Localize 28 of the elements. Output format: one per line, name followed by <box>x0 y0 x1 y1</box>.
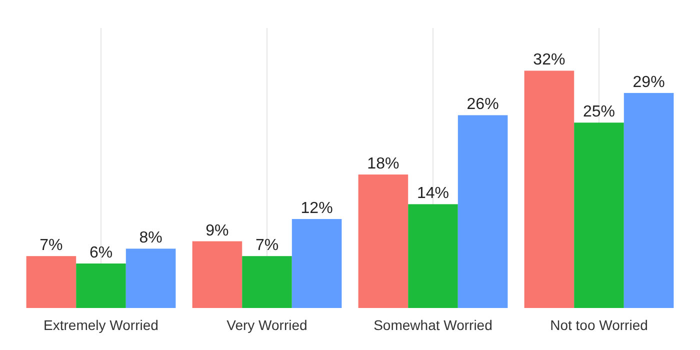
data-label: 25% <box>582 104 616 121</box>
bar <box>292 219 342 308</box>
x-tick-label: Very Worried <box>226 317 308 333</box>
data-label: 7% <box>40 237 63 254</box>
bar <box>192 241 242 308</box>
bar <box>574 122 624 308</box>
bar <box>408 204 458 308</box>
x-tick-label: Extremely Worried <box>44 317 158 333</box>
x-tick-label: Somewhat Worried <box>374 317 492 333</box>
bar <box>26 256 76 308</box>
data-label: 12% <box>300 200 333 218</box>
data-label: 6% <box>89 244 113 262</box>
x-tick-label: Not too Worried <box>550 317 648 333</box>
data-label: 26% <box>466 96 499 114</box>
bar <box>624 92 674 308</box>
bar <box>358 174 408 308</box>
bar <box>458 115 508 308</box>
bar <box>76 264 126 308</box>
data-label: 8% <box>139 230 162 247</box>
data-label: 29% <box>632 74 665 91</box>
bar <box>524 70 574 308</box>
data-label: 7% <box>255 237 279 254</box>
bar <box>126 248 176 308</box>
data-label: 9% <box>206 222 229 240</box>
bar <box>242 256 292 308</box>
data-label: 32% <box>533 52 566 69</box>
data-label: 18% <box>367 156 400 173</box>
data-label: 14% <box>416 185 450 202</box>
